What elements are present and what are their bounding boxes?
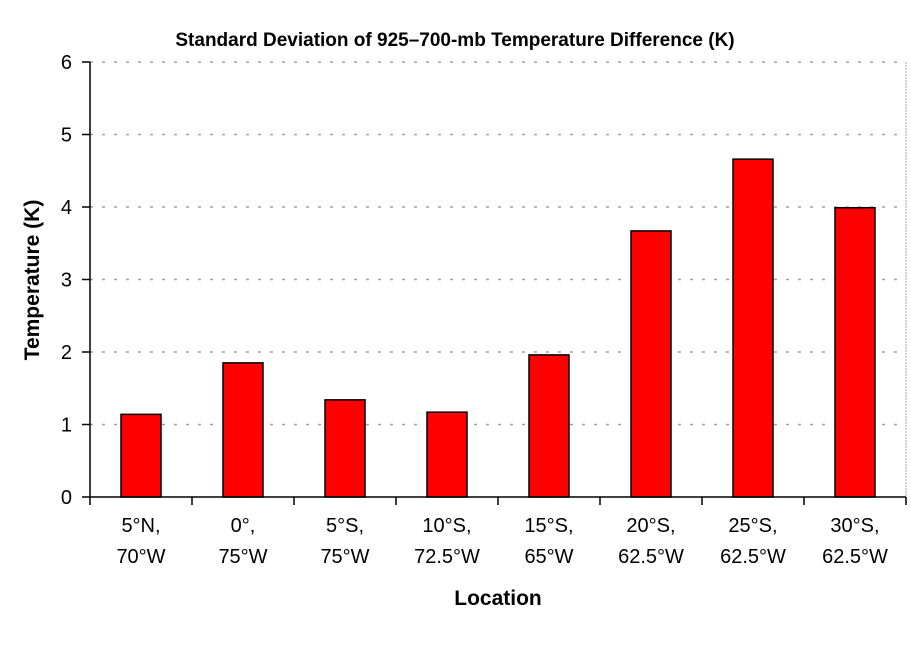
y-tick-label: 1 [61,415,72,437]
x-tick-label-line: 30°S, [830,515,879,537]
x-tick-label: 15°S, 65°W [524,515,573,568]
y-tick-label: 5 [61,125,72,147]
x-tick-label-line: 72.5°W [414,546,480,568]
chart-title: Standard Deviation of 925–700-mb Tempera… [175,30,734,51]
x-tick-label: 20°S, 62.5°W [618,515,684,568]
x-tick-label-line: 20°S, [626,515,675,537]
x-tick-label-line: 62.5°W [720,546,786,568]
x-tick-label-line: 10°S, [422,515,471,537]
bar [834,206,876,498]
y-tick-label: 6 [61,52,72,74]
y-tick-label: 3 [61,270,72,292]
x-tick-label: 10°S, 72.5°W [414,515,480,568]
x-tick-label: 5°S, 75°W [320,515,369,568]
x-axis-label: Location [454,587,542,610]
x-tick-label-line: 75°W [320,546,369,568]
x-tick-label: 25°S, 62.5°W [720,515,786,568]
x-tick-label-line: 75°W [218,546,267,568]
bar [732,158,774,498]
x-tick-label: 5°N, 70°W [116,515,165,568]
x-tick-label: 0°, 75°W [218,515,267,568]
x-tick-label-line: 25°S, [728,515,777,537]
x-tick-label-line: 0°, [231,515,256,537]
x-tick-label-line: 65°W [524,546,573,568]
bar [528,354,570,498]
bar [324,399,366,498]
x-tick-label-line: 15°S, [524,515,573,537]
y-tick-label: 0 [61,487,72,509]
x-tick-label-line: 70°W [116,546,165,568]
x-tick-label-line: 62.5°W [822,546,888,568]
y-tick-label: 2 [61,342,72,364]
y-axis-label: Temperature (K) [21,200,44,361]
bar [222,362,264,498]
x-tick-label-line: 5°S, [326,515,364,537]
x-tick-label-line: 62.5°W [618,546,684,568]
y-tick-label: 4 [61,197,72,219]
bar [426,411,468,498]
bar [120,413,162,498]
x-tick-label-line: 5°N, [121,515,160,537]
bar [630,230,672,498]
x-tick-label: 30°S, 62.5°W [822,515,888,568]
